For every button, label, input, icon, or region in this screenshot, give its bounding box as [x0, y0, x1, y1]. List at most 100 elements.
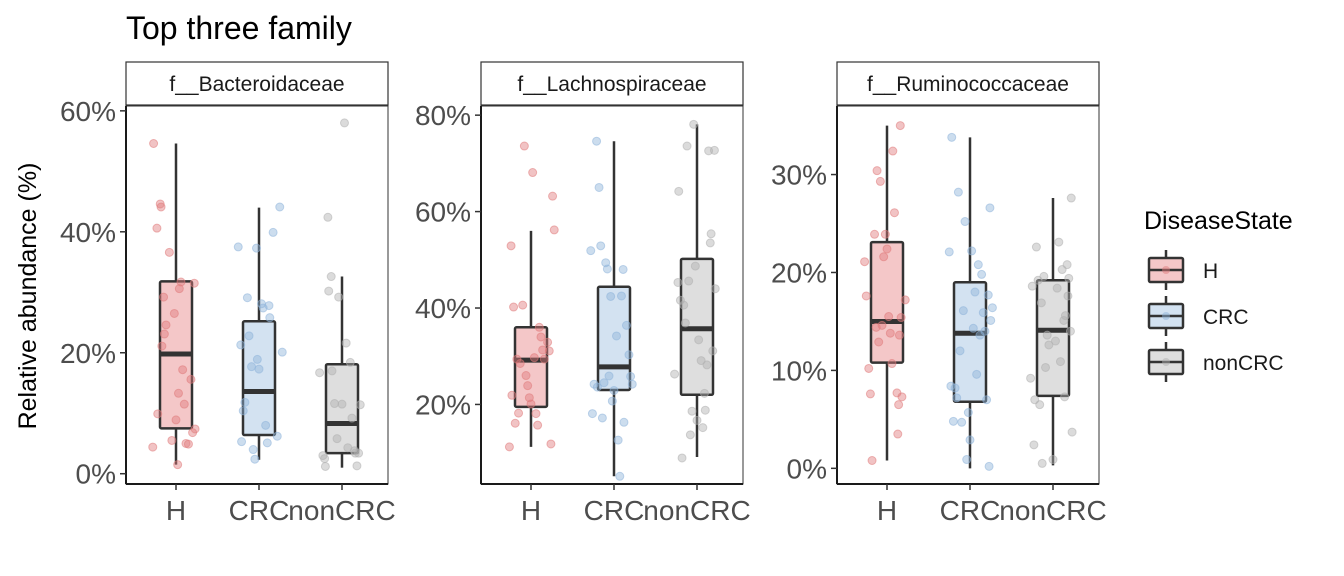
- data-point: [982, 395, 992, 405]
- data-point: [986, 315, 996, 325]
- data-point: [864, 363, 874, 373]
- data-point: [897, 392, 907, 402]
- data-point: [326, 272, 336, 282]
- y-tick-label: 60%: [60, 96, 116, 127]
- box-crc: [952, 137, 988, 469]
- data-point: [1054, 237, 1064, 247]
- box-body: [324, 362, 360, 455]
- data-point: [885, 328, 895, 338]
- data-point: [896, 313, 906, 323]
- y-tick-label: 80%: [415, 100, 471, 131]
- data-point: [944, 247, 954, 257]
- data-point: [153, 409, 163, 419]
- data-point: [980, 326, 990, 336]
- legend-title: DiseaseState: [1144, 207, 1293, 235]
- data-point: [865, 389, 875, 399]
- data-point: [692, 415, 702, 425]
- y-tick-label: 40%: [60, 217, 116, 248]
- data-point: [528, 168, 538, 178]
- data-point: [159, 292, 169, 302]
- data-point: [531, 409, 541, 419]
- data-point: [984, 461, 994, 471]
- data-point: [237, 437, 247, 447]
- data-point: [518, 300, 528, 310]
- facet-strip: [480, 61, 744, 106]
- x-tick-label: nonCRC: [643, 495, 750, 526]
- legend-key-point: [1162, 312, 1170, 320]
- data-point: [879, 252, 889, 262]
- data-point: [1039, 271, 1049, 281]
- data-point: [549, 225, 559, 235]
- data-point: [675, 295, 685, 305]
- facet-strip-label: f__Lachnospiraceae: [517, 73, 706, 96]
- data-point: [596, 241, 606, 251]
- data-point: [597, 413, 607, 423]
- data-point: [694, 335, 704, 345]
- data-point: [261, 420, 271, 430]
- data-point: [355, 400, 365, 410]
- data-point: [689, 119, 699, 129]
- data-point: [521, 371, 531, 381]
- data-point: [673, 277, 683, 287]
- data-point: [176, 277, 186, 287]
- data-point: [887, 359, 897, 369]
- data-point: [148, 442, 158, 452]
- data-point: [543, 337, 553, 347]
- data-point: [1062, 260, 1072, 270]
- data-point: [538, 345, 548, 355]
- data-point: [604, 371, 614, 381]
- data-point: [1060, 311, 1070, 321]
- data-point: [339, 118, 349, 128]
- data-point: [350, 448, 360, 458]
- data-point: [708, 346, 718, 356]
- y-tick-label: 0%: [787, 453, 827, 484]
- data-point: [171, 415, 181, 425]
- data-point: [609, 385, 619, 395]
- data-point: [894, 330, 904, 340]
- data-point: [345, 357, 355, 367]
- legend-item-label: nonCRC: [1203, 352, 1284, 375]
- box-crc: [596, 141, 632, 477]
- data-point: [178, 365, 188, 375]
- data-point: [169, 308, 179, 318]
- data-point: [504, 442, 514, 452]
- data-point: [1048, 455, 1058, 465]
- data-point: [529, 353, 539, 363]
- data-point: [957, 417, 967, 427]
- data-point: [602, 264, 612, 274]
- y-tick-label: 20%: [60, 338, 116, 369]
- data-point: [962, 455, 972, 465]
- data-point: [965, 435, 975, 445]
- data-point: [698, 423, 708, 433]
- data-point: [592, 136, 602, 146]
- legend-item-h: H: [1147, 250, 1218, 290]
- legend-item-label: H: [1203, 260, 1218, 283]
- data-point: [983, 290, 993, 300]
- data-point: [536, 332, 546, 342]
- data-point: [1042, 330, 1052, 340]
- y-tick-label: 20%: [771, 257, 827, 288]
- data-point: [1035, 400, 1045, 410]
- data-point: [710, 284, 720, 294]
- data-point: [190, 424, 200, 434]
- data-point: [884, 312, 894, 322]
- data-point: [1059, 315, 1069, 325]
- data-point: [606, 291, 616, 301]
- legend-item-crc: CRC: [1147, 296, 1249, 336]
- data-point: [985, 203, 995, 213]
- data-point: [860, 257, 870, 267]
- data-point: [615, 471, 625, 481]
- data-point: [687, 406, 697, 416]
- box-body: [596, 285, 632, 392]
- data-point: [544, 346, 554, 356]
- data-point: [332, 434, 342, 444]
- data-point: [882, 244, 892, 254]
- data-point: [872, 166, 882, 176]
- y-tick-label: 40%: [415, 293, 471, 324]
- legend-item-noncrc: nonCRC: [1147, 342, 1284, 382]
- box-body: [869, 240, 905, 364]
- x-tick-label: CRC: [584, 495, 645, 526]
- data-point: [334, 292, 344, 302]
